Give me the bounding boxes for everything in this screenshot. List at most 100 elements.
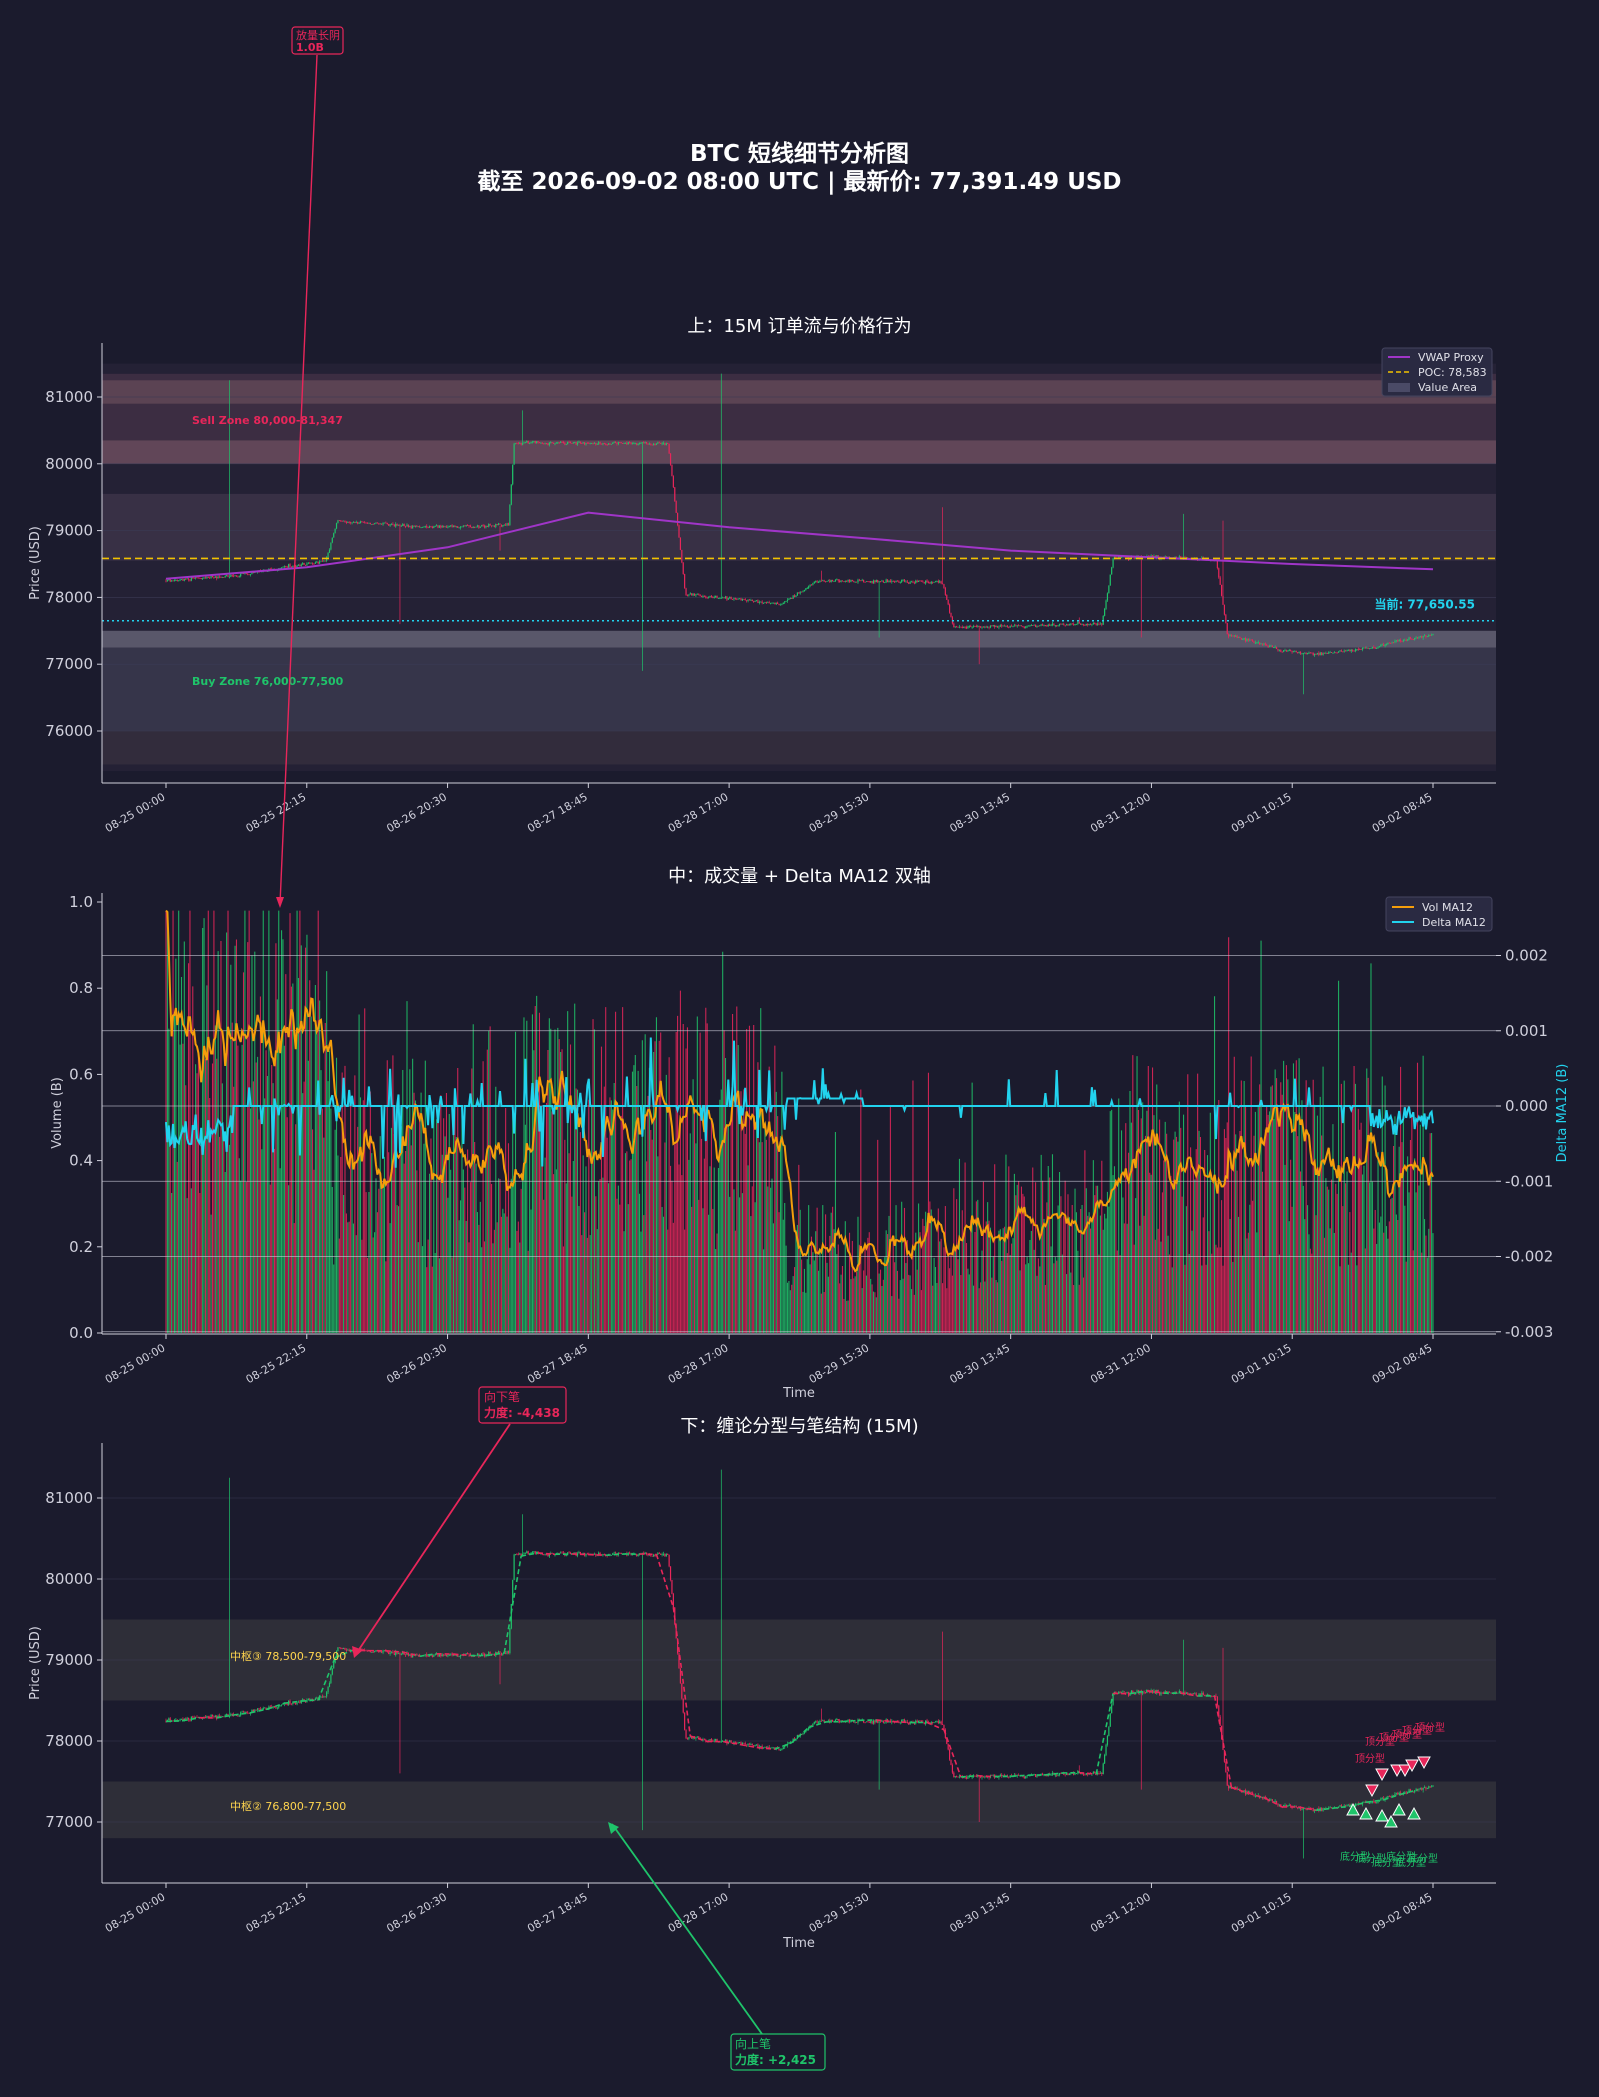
panel3-candle	[891, 1721, 893, 1723]
panel3-candle	[1051, 1772, 1054, 1775]
panel2-title: 中：成交量 + Delta MA12 双轴	[668, 866, 931, 887]
panel1-candle	[495, 524, 497, 527]
panel3-candle	[695, 1737, 697, 1739]
panel3-candle	[1101, 1773, 1103, 1775]
panel3-candle	[1046, 1774, 1048, 1777]
panel1-candle	[466, 524, 469, 526]
x-tick-label: 08-26 20:30	[384, 1890, 449, 1935]
panel3-candle	[440, 1653, 442, 1657]
panel1-candle	[1353, 650, 1355, 652]
top-fractal-label: 顶分型	[1415, 1721, 1445, 1734]
zone-upper-label: 中枢③ 78,500-79,500	[230, 1649, 346, 1663]
panel1-candle	[1027, 625, 1030, 627]
panel3-candle	[658, 1553, 660, 1554]
panel3-candle	[530, 1552, 532, 1555]
panel3-candle	[815, 1721, 817, 1723]
panel1-candle	[314, 562, 316, 564]
panel1-candle	[829, 580, 831, 583]
panel1-candle	[165, 580, 167, 582]
panel1-candle	[304, 564, 307, 566]
panel3-candle	[1033, 1774, 1035, 1775]
panel3-candle	[1130, 1690, 1133, 1694]
panel3-candle	[602, 1554, 604, 1556]
current-price-label: 当前: 77,650.55	[1374, 597, 1475, 612]
panel1-candle	[605, 443, 607, 445]
panel3-candle	[319, 1697, 321, 1700]
panel3-candle	[326, 1692, 328, 1697]
panel1-candle	[185, 578, 187, 580]
panel1-candle	[376, 522, 379, 524]
panel3-candle	[1243, 1790, 1245, 1792]
panel1-candle	[531, 441, 534, 443]
panel1-candle	[572, 442, 574, 444]
panel3-candle	[778, 1748, 780, 1751]
panel3-candle	[361, 1648, 363, 1650]
panel1-candle	[558, 442, 560, 444]
panel1-candle	[1257, 642, 1259, 644]
panel3-candle	[196, 1716, 198, 1718]
panel3-candle	[1034, 1774, 1037, 1777]
panel1-candle	[655, 443, 658, 445]
up-stroke-line	[1332, 1805, 1350, 1810]
panel3-candle	[681, 1683, 683, 1699]
zone-lower-label: 中枢② 76,800-77,500	[230, 1799, 346, 1813]
panel1-candle	[454, 525, 456, 527]
panel3-candle	[1050, 1774, 1052, 1776]
panel1-candle	[899, 582, 901, 583]
panel1-candle	[1249, 639, 1251, 641]
panel1-candle	[1314, 653, 1316, 656]
panel1-candle	[1328, 652, 1330, 654]
panel3-candle	[403, 1652, 405, 1655]
panel1-candle	[1271, 645, 1273, 648]
panel3-candle	[795, 1738, 797, 1741]
panel3-candle	[316, 1697, 318, 1699]
panel3-candle	[1084, 1774, 1086, 1776]
panel1-candle	[1414, 637, 1416, 640]
panel1-candle	[1384, 644, 1386, 646]
panel1-candle	[1318, 653, 1320, 655]
panel3-candle	[465, 1653, 467, 1655]
panel3-candle	[1287, 1805, 1289, 1807]
panel1-candle	[954, 626, 956, 628]
panel3-candle	[1120, 1692, 1123, 1693]
panel1-candle	[500, 524, 503, 527]
panel3-candle	[679, 1668, 682, 1684]
panel1-candle	[1301, 653, 1303, 655]
panel1-candle	[328, 549, 331, 553]
panel3-candle	[392, 1651, 394, 1654]
panel1-candle	[1074, 623, 1076, 626]
panel1-candle	[178, 580, 180, 582]
panel1-candle	[1229, 634, 1231, 637]
panel3-candle	[560, 1552, 562, 1554]
panel1-candle	[775, 602, 777, 605]
panel3-candle	[275, 1707, 277, 1709]
panel1-candle	[1277, 648, 1279, 651]
panel3-candle	[999, 1774, 1001, 1777]
panel3-candle	[1311, 1807, 1313, 1809]
panel3-candle	[210, 1714, 212, 1718]
panel3-candle	[533, 1551, 535, 1553]
panel1-candle	[1236, 635, 1238, 638]
panel3-candle	[237, 1715, 239, 1717]
panel3-candle	[645, 1552, 648, 1555]
panel3-candle	[390, 1651, 393, 1653]
panel3-candle	[1337, 1806, 1340, 1809]
panel1-candle	[739, 598, 741, 600]
panel3-candle	[251, 1709, 253, 1713]
panel1-candle	[789, 598, 791, 599]
panel3-candle	[882, 1720, 884, 1723]
panel1-candle	[702, 596, 704, 597]
panel1-candle	[197, 577, 200, 579]
panel1-candle	[696, 593, 698, 595]
panel3-candle	[771, 1747, 773, 1749]
panel3-candle	[920, 1720, 923, 1722]
panel1-candle	[903, 579, 906, 582]
panel3-candle	[574, 1552, 576, 1554]
panel3-candle	[1380, 1798, 1382, 1801]
panel3-candle	[1065, 1773, 1068, 1775]
panel1-candle	[961, 626, 963, 628]
panel1-candle	[187, 578, 190, 580]
panel1-candle	[486, 525, 488, 527]
panel3-candle	[688, 1737, 690, 1739]
panel3-candle	[715, 1739, 717, 1741]
